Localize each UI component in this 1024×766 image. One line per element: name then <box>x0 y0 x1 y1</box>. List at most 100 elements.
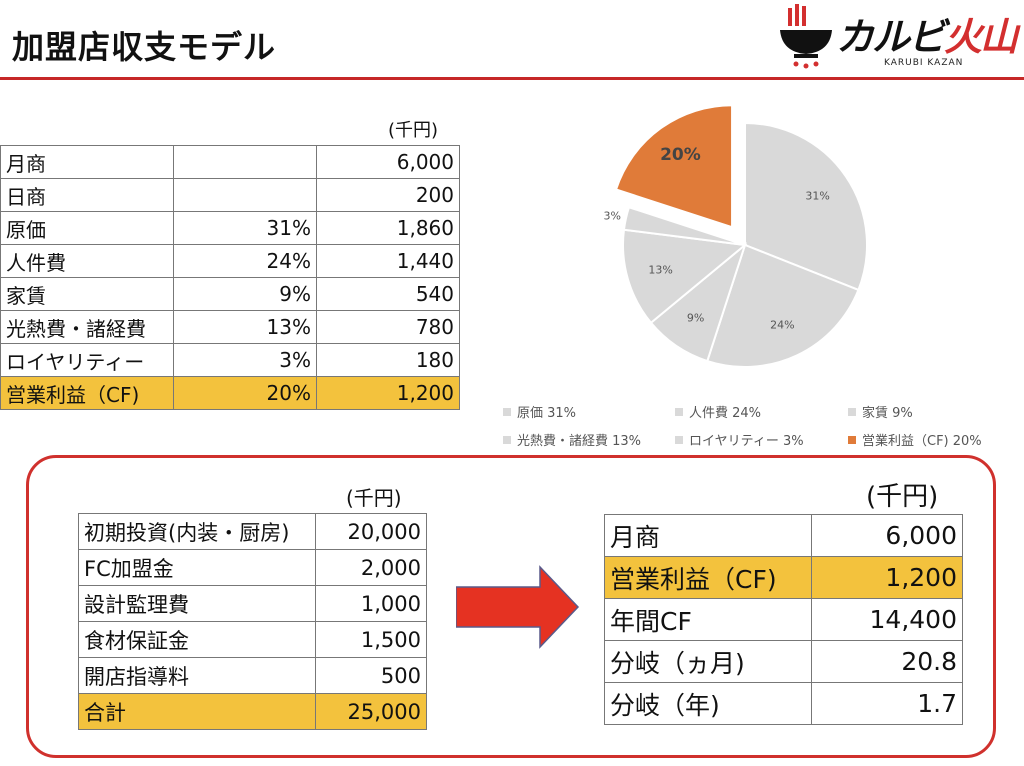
income-unit-label: (千円) <box>388 120 439 141</box>
table-row: 光熱費・諸経費 13% 780 <box>0 310 460 344</box>
table-row: 家賃 9% 540 <box>0 277 460 311</box>
table-row: ロイヤリティー 3% 180 <box>0 343 460 377</box>
pie-data-label: 24% <box>770 318 794 331</box>
table-row: 年間CF 14,400 <box>604 598 963 641</box>
cell-label: 営業利益（CF) <box>604 556 812 599</box>
cell-value: 1,860 <box>316 211 460 245</box>
pie-data-label: 31% <box>805 190 829 203</box>
cell-value: 1,200 <box>316 376 460 410</box>
legend-label: 原価 31% <box>517 406 577 421</box>
pie-data-label: 13% <box>648 264 672 277</box>
legend-item: 営業利益（CF) 20% <box>848 430 982 449</box>
cell-pct <box>173 178 317 212</box>
cell-value: 1,200 <box>811 556 963 599</box>
table-row: 日商 200 <box>0 178 460 212</box>
table-row: 人件費 24% 1,440 <box>0 244 460 278</box>
legend-swatch <box>848 435 856 444</box>
pie-slice <box>706 243 860 368</box>
table-row: 合計 25,000 <box>78 693 427 730</box>
table-row: 月商 6,000 <box>604 514 963 557</box>
legend-item: 家賃 9% <box>848 402 913 421</box>
legend-item: ロイヤリティー 3% <box>675 430 804 449</box>
cell-value: 6,000 <box>316 145 460 179</box>
cell-label: 光熱費・諸経費 <box>0 310 174 344</box>
income-table: 月商 6,000 日商 200 原価 31% 1,860 人件費 24% 1,440 家賃 9% 540… <box>0 145 460 410</box>
pie-data-label: 20% <box>660 145 701 165</box>
investment-table: 初期投資(内装・厨房) 20,000 FC加盟金 2,000 設計監理費 1,000 食材保… <box>78 513 427 730</box>
cell-label: 営業利益（CF) <box>0 376 174 410</box>
legend-label: 家賃 9% <box>862 406 913 421</box>
cell-pct: 20% <box>173 376 317 410</box>
table-row: 設計監理費 1,000 <box>78 585 427 622</box>
logo-wordmark: カルビ火山 <box>836 14 1018 59</box>
legend-swatch <box>503 407 511 416</box>
pie-slice <box>622 206 746 246</box>
cell-value: 6,000 <box>811 514 963 557</box>
legend-swatch <box>675 435 683 444</box>
cell-label: 開店指導料 <box>78 657 316 694</box>
cell-pct: 13% <box>173 310 317 344</box>
result-unit-label: (千円) <box>866 482 939 512</box>
table-row: 初期投資(内装・厨房) 20,000 <box>78 513 427 550</box>
page-title: 加盟店収支モデル <box>12 28 277 66</box>
cell-label: ロイヤリティー <box>0 343 174 377</box>
cell-label: 分岐（ヵ月) <box>604 640 812 683</box>
table-row: 月商 6,000 <box>0 145 460 179</box>
right-arrow-icon <box>456 565 580 649</box>
cell-value: 780 <box>316 310 460 344</box>
cell-label: 食材保証金 <box>78 621 316 658</box>
cell-label: 年間CF <box>604 598 812 641</box>
legend-swatch <box>503 435 511 444</box>
cell-value: 180 <box>316 343 460 377</box>
legend-swatch <box>848 407 856 416</box>
table-row: 開店指導料 500 <box>78 657 427 694</box>
cell-label: 家賃 <box>0 277 174 311</box>
cell-value: 1.7 <box>811 682 963 725</box>
cell-label: 初期投資(内装・厨房) <box>78 513 316 550</box>
cell-pct <box>173 145 317 179</box>
table-row: 原価 31% 1,860 <box>0 211 460 245</box>
table-row: 営業利益（CF) 1,200 <box>604 556 963 599</box>
pie-data-label: 3% <box>604 209 621 222</box>
brand-logo: カルビ火山 KARUBI KAZAN <box>778 4 1018 74</box>
cell-label: 分岐（年) <box>604 682 812 725</box>
cell-value: 20,000 <box>315 513 427 550</box>
investment-summary-frame <box>26 455 996 758</box>
cell-pct: 24% <box>173 244 317 278</box>
cell-label: 設計監理費 <box>78 585 316 622</box>
cell-label: FC加盟金 <box>78 549 316 586</box>
title-divider <box>0 77 1024 80</box>
cost-breakdown-pie-chart: 31% 24% 9% 13% 3% 20% <box>604 104 868 368</box>
legend-item: 人件費 24% <box>675 402 761 421</box>
cell-label: 日商 <box>0 178 174 212</box>
legend-label: 光熱費・諸経費 13% <box>517 434 642 449</box>
cell-value: 1,500 <box>315 621 427 658</box>
cell-value: 14,400 <box>811 598 963 641</box>
pie-data-label: 9% <box>687 312 704 325</box>
legend-label: 営業利益（CF) 20% <box>862 434 982 449</box>
cell-label: 人件費 <box>0 244 174 278</box>
cell-pct: 9% <box>173 277 317 311</box>
table-row: 営業利益（CF) 20% 1,200 <box>0 376 460 410</box>
pie-slice <box>622 228 748 325</box>
cell-value: 1,440 <box>316 244 460 278</box>
pie-slice <box>614 104 734 229</box>
table-row: FC加盟金 2,000 <box>78 549 427 586</box>
cell-label: 月商 <box>604 514 812 557</box>
cell-value: 2,000 <box>315 549 427 586</box>
cell-label: 月商 <box>0 145 174 179</box>
cell-pct: 3% <box>173 343 317 377</box>
cell-label: 原価 <box>0 211 174 245</box>
investment-unit-label: (千円) <box>346 486 402 510</box>
cell-value: 540 <box>316 277 460 311</box>
legend-item: 光熱費・諸経費 13% <box>503 430 641 449</box>
cell-value: 200 <box>316 178 460 212</box>
logo-subtitle: KARUBI KAZAN <box>884 58 964 68</box>
cell-value: 500 <box>315 657 427 694</box>
legend-item: 原価 31% <box>503 402 576 421</box>
legend-label: ロイヤリティー 3% <box>689 434 804 449</box>
table-row: 食材保証金 1,500 <box>78 621 427 658</box>
cell-label: 合計 <box>78 693 316 730</box>
cell-value: 20.8 <box>811 640 963 683</box>
result-table: 月商 6,000 営業利益（CF) 1,200 年間CF 14,400 分岐（ヵ月) 20.8… <box>604 514 963 725</box>
